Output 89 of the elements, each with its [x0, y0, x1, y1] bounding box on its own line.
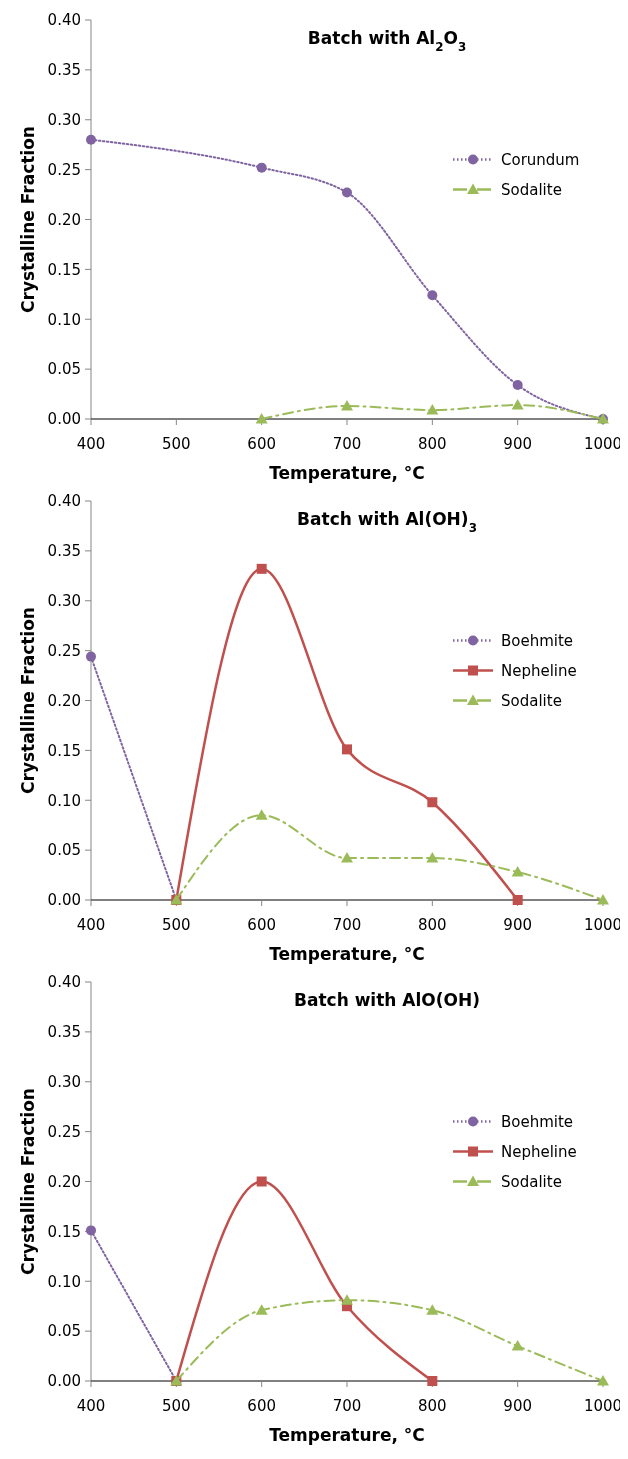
point — [426, 404, 439, 415]
y-tick-label: 0.35 — [47, 542, 81, 561]
y-tick-label: 0.15 — [47, 260, 81, 279]
y-tick-label: 0.25 — [47, 1122, 81, 1141]
y-tick-label: 0.00 — [47, 410, 81, 429]
y-tick-label: 0.05 — [47, 841, 81, 860]
point — [341, 400, 353, 411]
point — [426, 1304, 439, 1315]
point — [256, 563, 267, 574]
point — [512, 380, 523, 391]
point — [255, 413, 268, 424]
y-tick-label: 0.30 — [47, 592, 81, 610]
x-tick-label: 400 — [76, 916, 106, 934]
point — [256, 1176, 267, 1187]
point — [342, 744, 352, 755]
point — [341, 1294, 353, 1305]
y-tick-label: 0.40 — [47, 492, 81, 511]
y-tick-label: 0.05 — [47, 1322, 81, 1341]
point — [511, 399, 524, 410]
legend-label: Sodalite — [501, 180, 562, 199]
point — [255, 809, 268, 820]
x-tick-label: 600 — [247, 435, 276, 453]
legend-label: Sodalite — [501, 1172, 562, 1191]
point — [511, 866, 524, 877]
y-tick-label: 0.15 — [47, 741, 81, 760]
y-tick-label: 0.35 — [47, 61, 81, 80]
x-axis-title: Temperature, °C — [269, 944, 425, 964]
y-tick-label: 0.10 — [47, 310, 81, 329]
x-tick-label: 400 — [76, 435, 106, 453]
legend-label: Nepheline — [501, 661, 577, 680]
y-axis-title: Crystalline Fraction — [18, 1088, 38, 1275]
point — [512, 895, 523, 905]
x-tick-label: 900 — [503, 916, 532, 934]
x-tick-label: 900 — [503, 435, 532, 453]
y-tick-label: 0.00 — [47, 891, 81, 910]
y-tick-label: 0.15 — [47, 1222, 81, 1241]
legend-label: Boehmite — [501, 1112, 574, 1131]
x-tick-label: 700 — [332, 1397, 362, 1415]
y-tick-label: 0.20 — [47, 691, 81, 710]
point — [597, 894, 609, 905]
x-tick-label: 500 — [162, 1397, 191, 1415]
point — [86, 651, 96, 662]
y-tick-label: 0.40 — [47, 973, 81, 992]
y-tick-label: 0.20 — [47, 210, 81, 229]
x-axis-title: Temperature, °C — [269, 1425, 425, 1445]
y-axis-title: Crystalline Fraction — [18, 126, 38, 313]
y-tick-label: 0.30 — [47, 1073, 81, 1091]
x-tick-label: 400 — [76, 1397, 106, 1415]
text: Batch with Al$_{2}$O$_{3}$ — [307, 28, 467, 54]
point — [341, 852, 353, 863]
y-tick-label: 0.10 — [47, 1272, 81, 1291]
point — [597, 1375, 609, 1386]
x-axis-title: Temperature, °C — [269, 463, 425, 483]
point — [427, 290, 438, 301]
text: Batch with AlO(OH) — [294, 990, 480, 1010]
x-tick-label: 500 — [162, 916, 191, 934]
legend-label: Boehmite — [501, 631, 574, 650]
legend-label: Nepheline — [501, 1142, 577, 1161]
y-tick-label: 0.35 — [47, 1023, 81, 1042]
point — [86, 1225, 96, 1236]
point — [426, 852, 439, 863]
x-tick-label: 800 — [418, 435, 447, 453]
point — [427, 797, 438, 808]
x-tick-label: 500 — [162, 435, 191, 453]
x-tick-label: 800 — [418, 916, 447, 934]
x-tick-label: 900 — [503, 1397, 532, 1415]
y-tick-label: 0.25 — [47, 641, 81, 660]
point — [511, 1340, 524, 1351]
y-tick-label: 0.25 — [47, 160, 81, 179]
x-tick-label: 700 — [332, 435, 362, 453]
legend-label: Sodalite — [501, 691, 562, 710]
y-tick-label: 0.05 — [47, 360, 81, 379]
point — [427, 1376, 438, 1386]
y-axis-title: Crystalline Fraction — [18, 607, 38, 794]
point — [256, 162, 267, 173]
y-tick-label: 0.20 — [47, 1172, 81, 1191]
x-tick-label: 700 — [332, 916, 362, 934]
y-tick-label: 0.40 — [47, 11, 81, 30]
legend-label: Corundum — [501, 150, 580, 169]
x-tick-label: 600 — [247, 916, 276, 934]
text: Batch with Al(OH)$_{3}$ — [297, 509, 477, 535]
x-tick-label: 800 — [418, 1397, 447, 1415]
y-tick-label: 0.10 — [47, 791, 81, 810]
point — [255, 1304, 268, 1315]
y-tick-label: 0.30 — [47, 111, 81, 129]
y-tick-label: 0.00 — [47, 1372, 81, 1391]
point — [86, 134, 96, 145]
point — [342, 187, 352, 198]
x-tick-label: 600 — [247, 1397, 276, 1415]
